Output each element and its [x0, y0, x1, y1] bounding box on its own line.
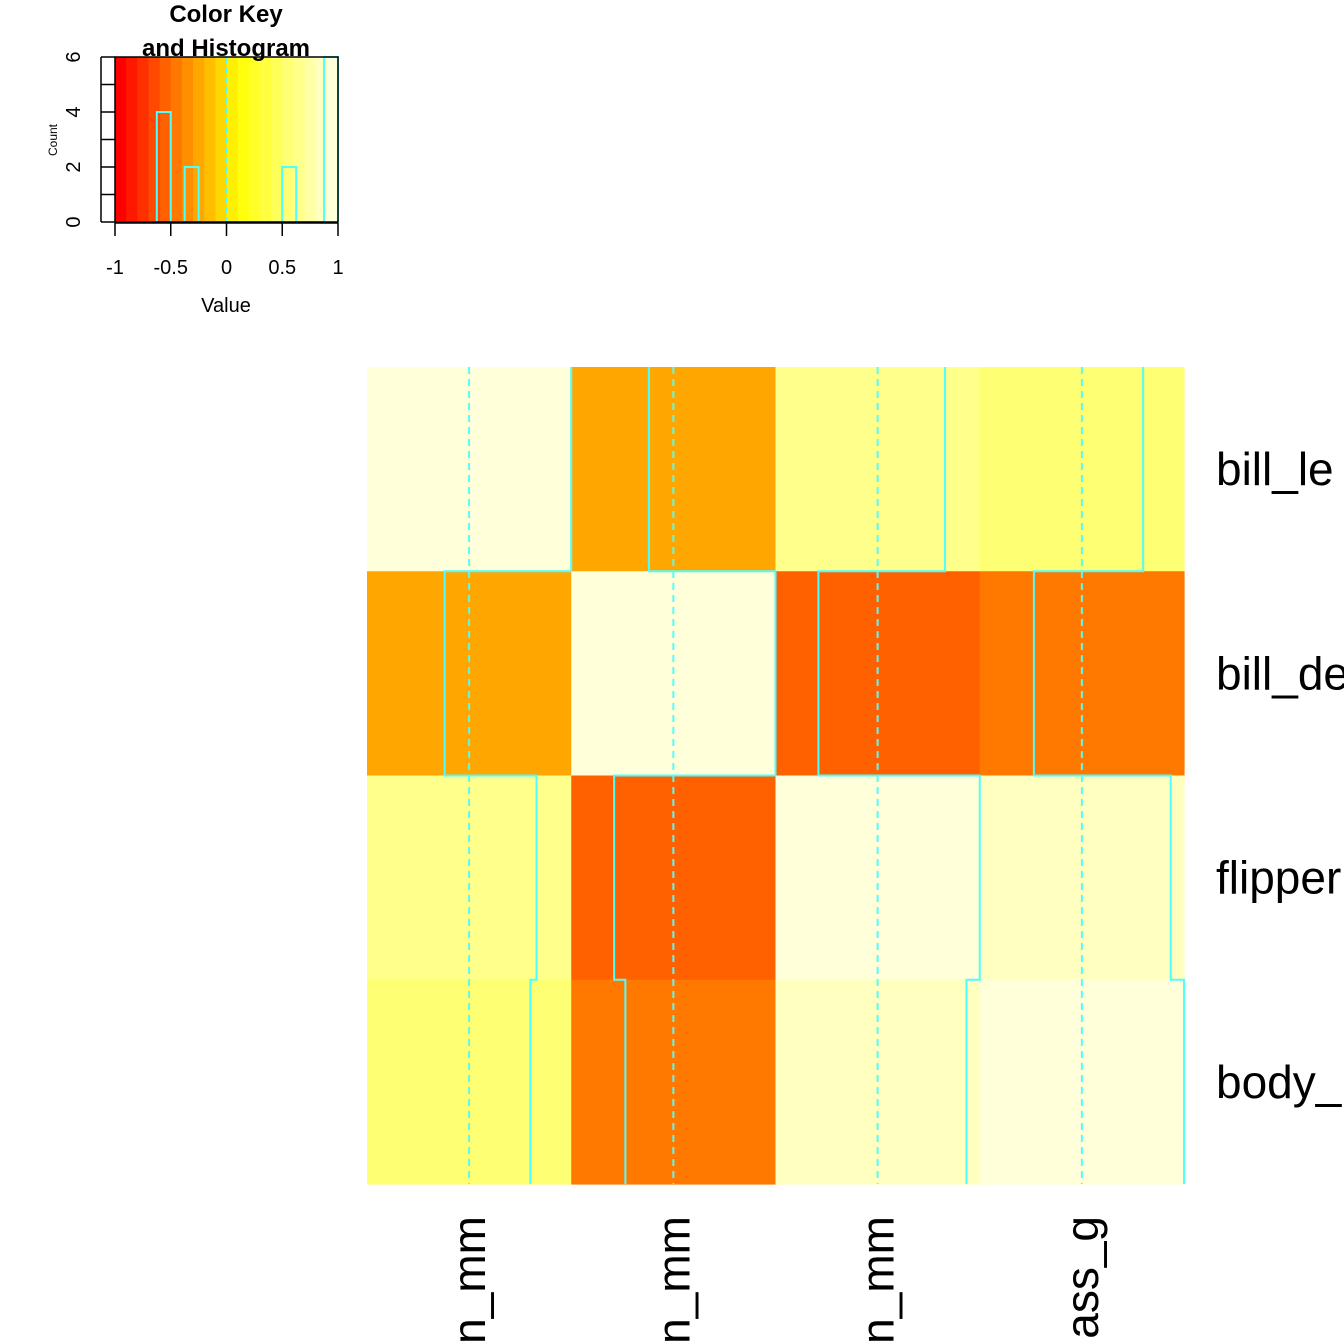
- color-key-band: [282, 57, 294, 222]
- color-key-band: [159, 57, 172, 222]
- color-key-y-tick-label: 2: [63, 161, 85, 172]
- color-key-band: [248, 57, 261, 222]
- heatmap-column-label: ass_g: [1056, 1216, 1108, 1339]
- color-key-band: [315, 57, 328, 222]
- color-key-y-tick-label: 0: [63, 216, 85, 227]
- color-key-band: [204, 57, 216, 222]
- color-key-xlabel: Value: [201, 295, 251, 317]
- color-key-band: [181, 57, 194, 222]
- heatmap-trace: [817, 367, 981, 1184]
- heatmap-column-labels: n_mm n_mm n_mm ass_g: [443, 1216, 1108, 1344]
- color-key-band: [148, 57, 161, 222]
- color-key-x-tick-label: -0.5: [154, 257, 188, 279]
- heatmap-row-label: bill_de: [1216, 647, 1344, 699]
- color-key-band: [271, 57, 283, 222]
- color-key-title-line2: and Histogram: [142, 35, 310, 62]
- color-key-band: [215, 57, 228, 222]
- color-key-band: [237, 57, 250, 222]
- color-key-band: [115, 57, 127, 222]
- color-key-band: [226, 57, 239, 222]
- color-key-x-tick-label: -1: [106, 257, 124, 279]
- color-key-ylabel: Count: [46, 123, 60, 156]
- heatmap-trace: [1032, 367, 1185, 1184]
- color-key-x-tick-label: 0: [221, 257, 232, 279]
- heatmap-column-label: n_mm: [443, 1216, 495, 1344]
- color-key-band: [170, 57, 183, 222]
- heatmap-traces: [443, 367, 1185, 1184]
- color-key-x-tick-label: 0.5: [268, 257, 296, 279]
- color-key-x-tick-label: 1: [332, 257, 343, 279]
- heatmap-trace: [613, 367, 777, 1184]
- color-key-y-tick-label: 4: [63, 106, 85, 117]
- heatmap-column-label: n_mm: [647, 1216, 699, 1344]
- heatmap-row-label: flipper: [1216, 852, 1341, 904]
- heatmap-row-label: body_: [1216, 1056, 1343, 1108]
- heatmap-column-label: n_mm: [852, 1216, 904, 1344]
- color-key-title-line1: Color Key: [169, 1, 283, 28]
- color-key-axes: -1 -0.5 0 0.5 1 0 2 4 6: [63, 51, 344, 279]
- color-key-band: [326, 57, 339, 222]
- heatmap-trace: [443, 367, 573, 1184]
- color-key-bands: [115, 57, 339, 222]
- heatmap-row-label: bill_le: [1216, 443, 1334, 495]
- color-key-band: [126, 57, 138, 222]
- color-key-band: [137, 57, 150, 222]
- color-key-band: [259, 57, 272, 222]
- color-key-band: [293, 57, 306, 222]
- color-key-band: [304, 57, 317, 222]
- color-key-y-tick-label: 6: [63, 51, 85, 62]
- color-key-band: [193, 57, 205, 222]
